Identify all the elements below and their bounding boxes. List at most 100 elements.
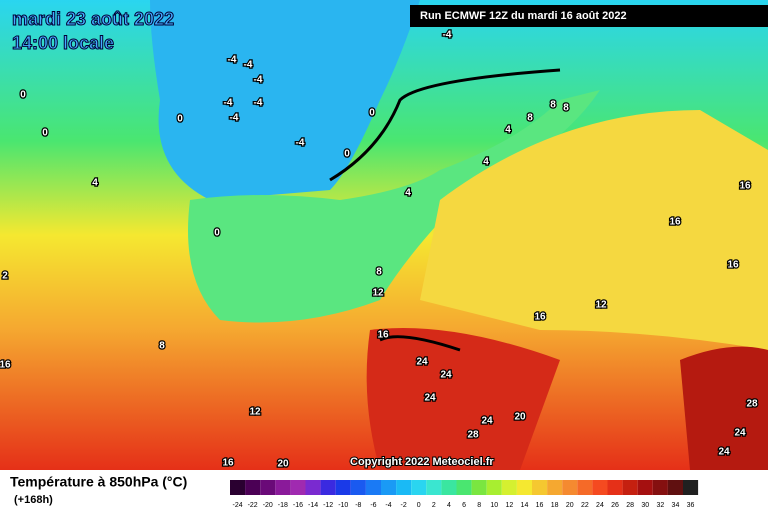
time: 14:00 locale [12,33,114,53]
contour-label: 16 [0,360,11,371]
color-swatch [562,480,578,495]
contour-label: 12 [372,288,384,299]
scale-label: -16 [293,502,303,509]
hot-region [366,328,560,470]
scale-label: 28 [626,502,634,509]
contour-label: 0 [214,228,220,239]
color-swatch [260,480,276,495]
contour-label: 0 [344,149,350,160]
color-swatch [456,480,472,495]
color-swatch [365,480,381,495]
contour-label: 16 [222,458,234,469]
scale-label: -8 [355,502,361,509]
scale-label: 32 [656,502,664,509]
isotherm [329,68,561,352]
color-swatch [486,480,502,495]
color-swatch [305,480,321,495]
scale-label: -6 [370,502,376,509]
contour-label: 20 [277,459,289,470]
contour-label: 0 [177,114,183,125]
color-swatch [577,480,593,495]
hot-region [680,346,768,470]
contour-label: 8 [159,341,165,352]
run-banner [410,5,768,27]
color-swatch [320,480,336,495]
color-swatch [381,480,397,495]
cool-region [188,90,600,323]
scale-label: 14 [521,502,529,509]
color-swatch [516,480,532,495]
color-swatch [426,480,442,495]
scale-label: -14 [308,502,318,509]
contour-label: 20 [514,412,526,423]
contour-label: 24 [416,357,428,368]
color-swatch [245,480,261,495]
scale-label: 10 [490,502,498,509]
scale-label: 24 [596,502,604,509]
color-swatch [411,480,427,495]
color-swatch [501,480,517,495]
contour-label: -4 [224,98,233,109]
contour-label: 16 [377,330,389,341]
scale-label: 22 [581,502,589,509]
color-swatch [607,480,623,495]
scale-label: 20 [566,502,574,509]
contour-label: 8 [376,267,382,278]
contour-label: 12 [595,300,607,311]
contour-label: 24 [440,370,452,381]
color-swatch [350,480,366,495]
contour-label: 16 [669,217,681,228]
contour-label: 24 [718,447,730,458]
color-swatch [622,480,638,495]
contour-label: 28 [746,399,758,410]
color-swatch [683,480,699,495]
scale-label: 2 [432,502,436,509]
contour-label: 12 [249,407,261,418]
color-swatch [441,480,457,495]
scale-label: -24 [232,502,242,509]
scale-label: 34 [672,502,680,509]
copyright: Copyright 2022 Meteociel.fr [350,456,494,468]
warm-region [420,110,768,350]
contour-label: 4 [92,178,98,189]
date: mardi 23 août 2022 [12,9,174,29]
contour-label: -4 [443,30,452,41]
scale-label: 6 [462,502,466,509]
contour-label: 0 [369,108,375,119]
contour-label: 4 [405,188,411,199]
contour-label: 16 [727,260,739,271]
scale-label: 4 [447,502,451,509]
color-swatch [667,480,683,495]
color-swatch [637,480,653,495]
contour-label: 8 [527,113,533,124]
scale-label: 30 [641,502,649,509]
scale-label: -20 [263,502,273,509]
contour-label: 24 [734,428,746,439]
lead-time: (+168h) [14,494,53,506]
contour-label: 16 [739,181,751,192]
contour-label: 24 [424,393,436,404]
contour-label: 16 [534,312,546,323]
scale-label: 26 [611,502,619,509]
contour-label: 24 [481,416,493,427]
color-swatch [396,480,412,495]
cold-region [150,0,420,200]
contour-label: 4 [505,125,511,136]
contour-label: -4 [228,55,237,66]
contour-label: 8 [550,100,556,111]
contour-label: 8 [563,103,569,114]
scale-label: 36 [687,502,695,509]
legend-title: Température à 850hPa (°C) [10,474,187,490]
color-swatch [547,480,563,495]
scale-label: -22 [248,502,258,509]
color-swatch [471,480,487,495]
contour-label: -4 [254,98,263,109]
contour-label: 4 [483,157,489,168]
color-swatch [652,480,668,495]
scale-label: 16 [536,502,544,509]
scale-label: 18 [551,502,559,509]
scale-label: -4 [385,502,391,509]
contour-label: -4 [244,60,253,71]
scale-label: 12 [505,502,513,509]
